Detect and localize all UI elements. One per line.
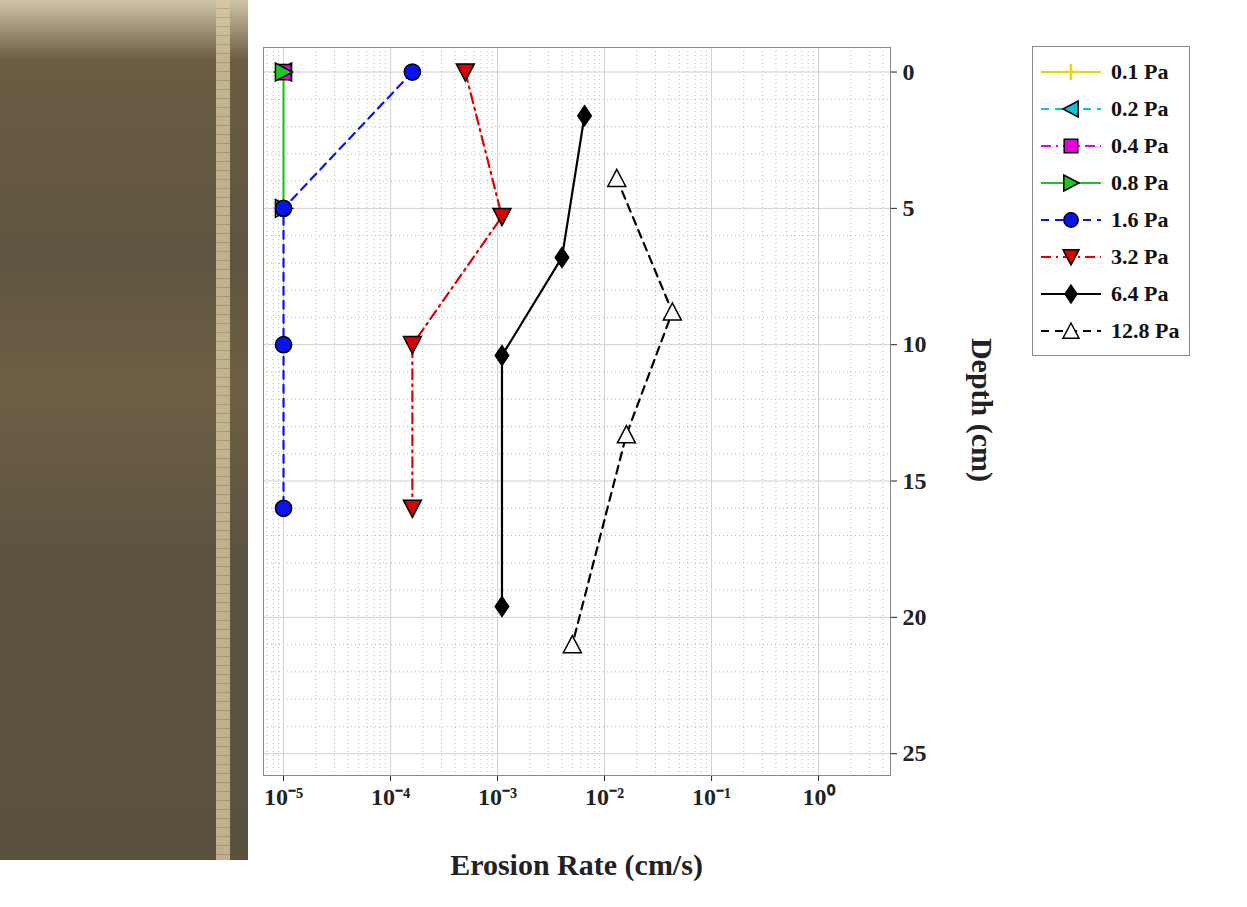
svg-text:0: 0 (903, 59, 915, 85)
svg-text:10⁰: 10⁰ (803, 784, 836, 810)
svg-text:5: 5 (903, 195, 915, 221)
svg-text:10⁻⁴: 10⁻⁴ (371, 784, 410, 810)
svg-text:10⁻²: 10⁻² (585, 784, 624, 810)
html-text:0.1 Pa: 0.1 Pa (1111, 58, 1169, 84)
svg-text:10⁻¹: 10⁻¹ (692, 784, 731, 810)
svg-text:15: 15 (903, 468, 927, 494)
html-text:0.2 Pa: 0.2 Pa (1111, 95, 1169, 121)
html-text:3.2 Pa: 3.2 Pa (1111, 243, 1169, 269)
svg-text:20: 20 (903, 604, 927, 630)
html-text:0.8 Pa: 0.8 Pa (1111, 169, 1169, 195)
svg-text:10: 10 (903, 331, 927, 357)
html-text:Erosion Rate (cm/s): Erosion Rate (cm/s) (450, 848, 703, 881)
svg-text:25: 25 (903, 740, 927, 766)
svg-text:10⁻⁵: 10⁻⁵ (264, 784, 303, 810)
svg-text:10⁻³: 10⁻³ (478, 784, 517, 810)
html-text:1.6 Pa: 1.6 Pa (1111, 206, 1169, 232)
html-text:6.4 Pa: 6.4 Pa (1111, 280, 1169, 306)
html-text:12.8 Pa: 12.8 Pa (1111, 317, 1180, 343)
html-text:0.4 Pa: 0.4 Pa (1111, 132, 1169, 158)
html-text:Depth (cm): Depth (cm) (966, 337, 999, 483)
